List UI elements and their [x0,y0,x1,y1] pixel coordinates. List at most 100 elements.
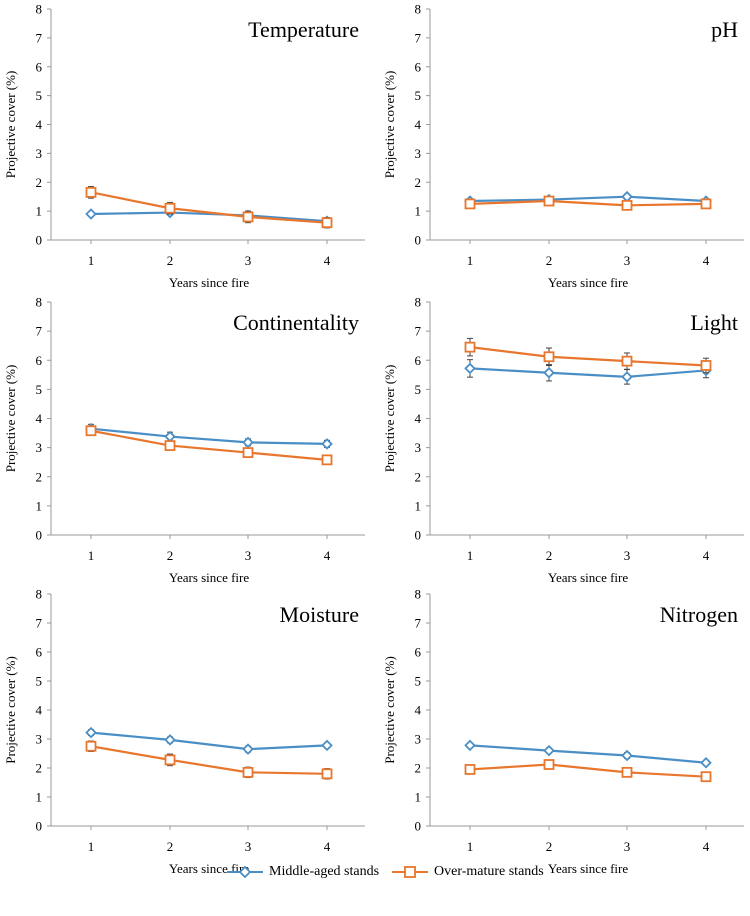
series-over-mature-stands [464,759,712,783]
series-middle-aged-stands [85,422,333,450]
series-over-mature-stands [464,337,712,374]
y-axis-title: Projective cover (%) [3,365,18,473]
y-tick-label: 3 [36,732,43,747]
y-tick-label: 7 [415,616,422,631]
y-tick-label: 8 [415,587,422,602]
chart-panel-temperature: 0 1 2 3 4 5 6 7 8 1 2 3 4 Years since fire Projective … [3,2,365,290]
y-tick-label: 3 [36,146,43,161]
y-tick-label: 5 [415,88,422,103]
y-tick-label: 7 [36,324,43,339]
series-middle-aged-stands [85,206,333,228]
y-tick-label: 4 [36,411,43,426]
x-tick-label: 3 [245,839,252,854]
data-point-square [164,202,176,214]
chart-panel-nitrogen: 0 1 2 3 4 5 6 7 8 1 2 3 4 Years since fire Projective … [382,587,744,876]
y-tick-label: 6 [36,59,43,74]
y-tick-label: 8 [36,295,43,310]
data-point-square [85,740,97,752]
data-point-square [621,355,633,367]
data-point-square [700,198,712,210]
x-tick-label: 4 [324,253,331,268]
y-tick-label: 8 [36,2,43,17]
data-point-square [321,454,333,466]
y-tick-label: 0 [415,819,422,834]
y-tick-label: 4 [36,703,43,718]
chart-panel-ph: 0 1 2 3 4 5 6 7 8 1 2 3 4 Years since fire Projective … [382,2,744,290]
x-tick-label: 4 [324,839,331,854]
y-tick-label: 1 [36,204,43,219]
data-point-diamond [621,371,633,383]
y-tick-label: 6 [36,353,43,368]
y-tick-label: 6 [415,353,422,368]
y-tick-label: 2 [36,761,43,776]
data-point-diamond [164,430,176,443]
y-tick-label: 2 [415,761,422,776]
series-line [469,199,707,207]
x-axis-title: Years since fire [548,570,628,585]
data-point-square [543,351,555,363]
x-tick-label: 2 [167,253,174,268]
series-over-mature-stands [85,425,333,466]
data-point-diamond [621,190,633,203]
y-tick-label: 4 [415,703,422,718]
data-point-diamond [242,743,254,755]
y-tick-label: 5 [36,382,43,397]
data-point-square [621,766,633,778]
data-point-square [85,186,97,198]
panel-title: Light [690,310,738,335]
y-tick-label: 6 [415,59,422,74]
y-tick-label: 3 [36,440,43,455]
panel-title: Moisture [280,602,359,627]
y-axis-title: Projective cover (%) [3,71,18,179]
y-tick-label: 4 [415,411,422,426]
data-point-square [164,754,176,766]
x-tick-label: 4 [703,253,710,268]
x-axis-title: Years since fire [169,275,249,290]
data-point-square [543,759,555,770]
legend-marker-diamond [227,865,263,879]
data-point-square [242,447,254,458]
series-line [469,763,707,778]
series-line [90,731,328,751]
x-tick-label: 4 [703,839,710,854]
y-tick-label: 2 [36,469,43,484]
data-point-square [700,360,712,371]
x-tick-label: 1 [88,839,95,854]
y-tick-label: 3 [415,732,422,747]
y-tick-label: 5 [36,674,43,689]
y-tick-label: 2 [415,469,422,484]
series-line [90,211,328,223]
y-tick-label: 5 [415,674,422,689]
x-tick-label: 1 [467,548,474,563]
series-line [90,191,328,224]
x-tick-label: 3 [624,839,631,854]
data-point-square [85,425,97,437]
x-tick-label: 2 [167,548,174,563]
x-tick-label: 2 [546,253,553,268]
y-tick-label: 6 [36,645,43,660]
y-tick-label: 3 [415,146,422,161]
y-tick-label: 6 [415,645,422,660]
y-axis-title: Projective cover (%) [3,656,18,764]
y-tick-label: 2 [415,175,422,190]
panel-title: Continentality [233,310,359,335]
y-tick-label: 4 [36,117,43,132]
legend-label-middle-aged: Middle-aged stands [269,864,380,879]
x-axis-title: Years since fire [169,570,249,585]
y-tick-label: 1 [415,204,422,219]
y-tick-label: 5 [415,382,422,397]
y-tick-label: 8 [415,295,422,310]
y-tick-label: 0 [415,528,422,543]
legend-label-over-mature: Over-mature stands [434,864,544,879]
series-line [90,745,328,775]
data-point-diamond [700,757,712,769]
series-middle-aged-stands [464,359,712,385]
x-tick-label: 2 [546,548,553,563]
x-tick-label: 1 [467,839,474,854]
y-tick-label: 0 [36,819,43,834]
series-over-mature-stands [85,186,333,229]
y-tick-label: 7 [415,30,422,45]
chart-panel-continentality: 0 1 2 3 4 5 6 7 8 1 2 3 4 Years since fire Projective … [3,295,365,585]
